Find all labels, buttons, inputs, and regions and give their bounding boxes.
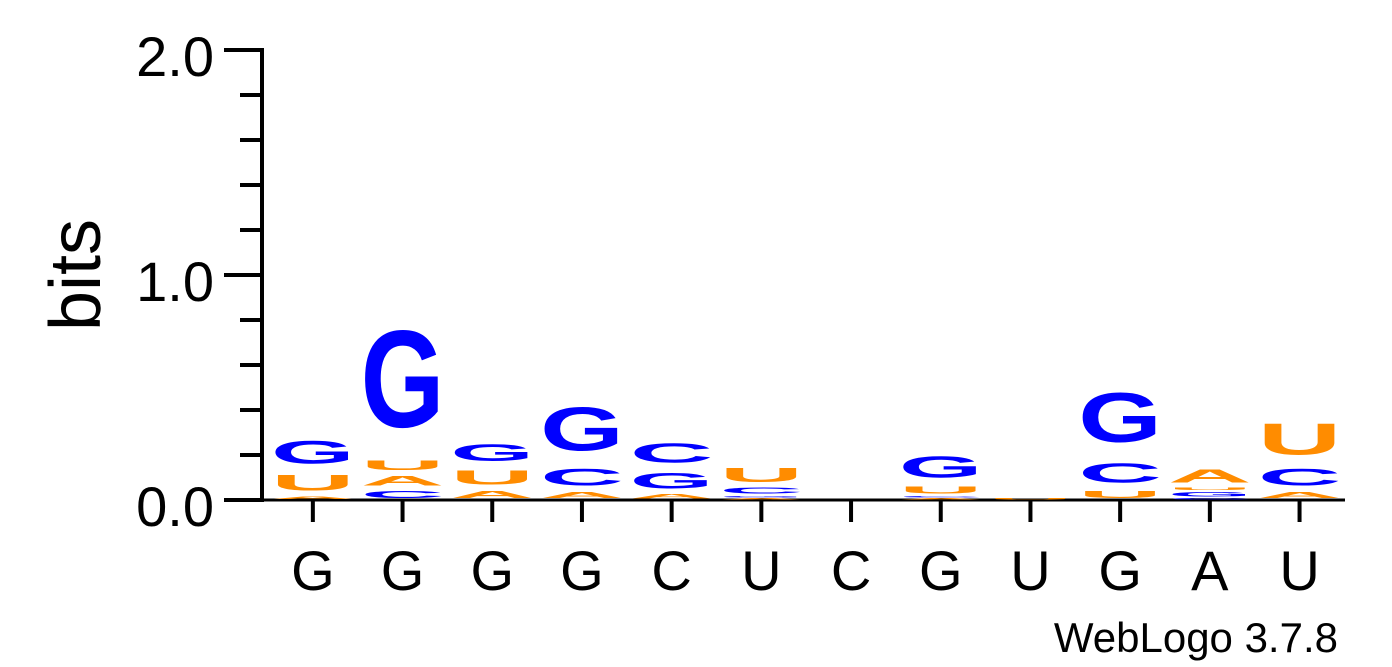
logo-letter-G: G <box>361 303 445 457</box>
logo-letter-A: A <box>1258 491 1342 500</box>
logo-letter-C: C <box>1078 457 1162 488</box>
logo-letter-A: A <box>630 493 714 500</box>
logo-letter-U: U <box>720 464 804 486</box>
x-tick-label: G <box>470 539 514 602</box>
y-tick-label: 2.0 <box>136 25 214 88</box>
logo-letter-A: A <box>720 498 804 500</box>
logo-letter-G: G <box>720 496 804 498</box>
x-tick-label: A <box>1191 539 1229 602</box>
logo-letter-G: G <box>899 450 983 484</box>
x-tick-label: G <box>291 539 335 602</box>
logo-letter-A: A <box>361 473 445 489</box>
x-tick-label: C <box>651 539 691 602</box>
stack-position-12: ACU <box>1258 414 1342 500</box>
stack-position-4: ACG <box>540 394 624 500</box>
x-tick-label: C <box>831 539 871 602</box>
logo-letter-A: A <box>540 491 624 500</box>
logo-letter-C: C <box>630 437 714 468</box>
logo-letter-C: C <box>1168 498 1252 500</box>
x-tick-label: U <box>741 539 781 602</box>
logo-letter-A: A <box>271 496 355 500</box>
logo-letter-C: C <box>1258 464 1342 491</box>
stack-position-10: UCG <box>1078 379 1162 500</box>
logo-letter-U: U <box>271 471 355 496</box>
logo-letter-G: G <box>1078 379 1162 457</box>
logo-letter-A: A <box>450 489 534 500</box>
x-tick-label: G <box>919 539 963 602</box>
logo-letter-G: G <box>630 469 714 493</box>
logo-letter-A: A <box>899 498 983 500</box>
stack-position-9: U <box>989 498 1073 500</box>
stack-position-1: AUG <box>271 435 355 500</box>
logo-letter-C: C <box>540 464 624 491</box>
logo-letter-U: U <box>1168 487 1252 491</box>
x-tick-label: G <box>560 539 604 602</box>
logo-letter-G: G <box>540 394 624 464</box>
x-tick-label: U <box>1010 539 1050 602</box>
stack-position-3: AUG <box>450 439 534 500</box>
logo-letter-U: U <box>450 466 534 488</box>
x-tick-label: G <box>1098 539 1142 602</box>
logo-letter-C: C <box>361 489 445 500</box>
y-tick-label: 0.0 <box>136 475 214 538</box>
logo-letter-C: C <box>720 487 804 496</box>
stack-position-5: AGC <box>630 437 714 500</box>
logo-letter-U: U <box>1258 414 1342 463</box>
x-tick-label: U <box>1279 539 1319 602</box>
logo-letter-U: U <box>989 498 1073 500</box>
logo-letter-G: G <box>450 439 534 466</box>
logo-letter-G: G <box>1168 491 1252 498</box>
footer-credit: WebLogo 3.7.8 <box>1054 614 1338 661</box>
y-tick-label: 1.0 <box>136 250 214 313</box>
logo-letter-C: C <box>899 496 983 498</box>
y-axis: 0.0 1.0 2.0 <box>136 25 1345 538</box>
logo-letter-G: G <box>271 435 355 471</box>
x-tick-label: G <box>381 539 425 602</box>
logo-letter-U: U <box>1078 489 1162 500</box>
y-axis-label: bits <box>36 219 116 331</box>
logo-letter-U: U <box>361 457 445 473</box>
logo-letter-A: A <box>1168 466 1252 486</box>
logo-letter-U: U <box>899 484 983 495</box>
